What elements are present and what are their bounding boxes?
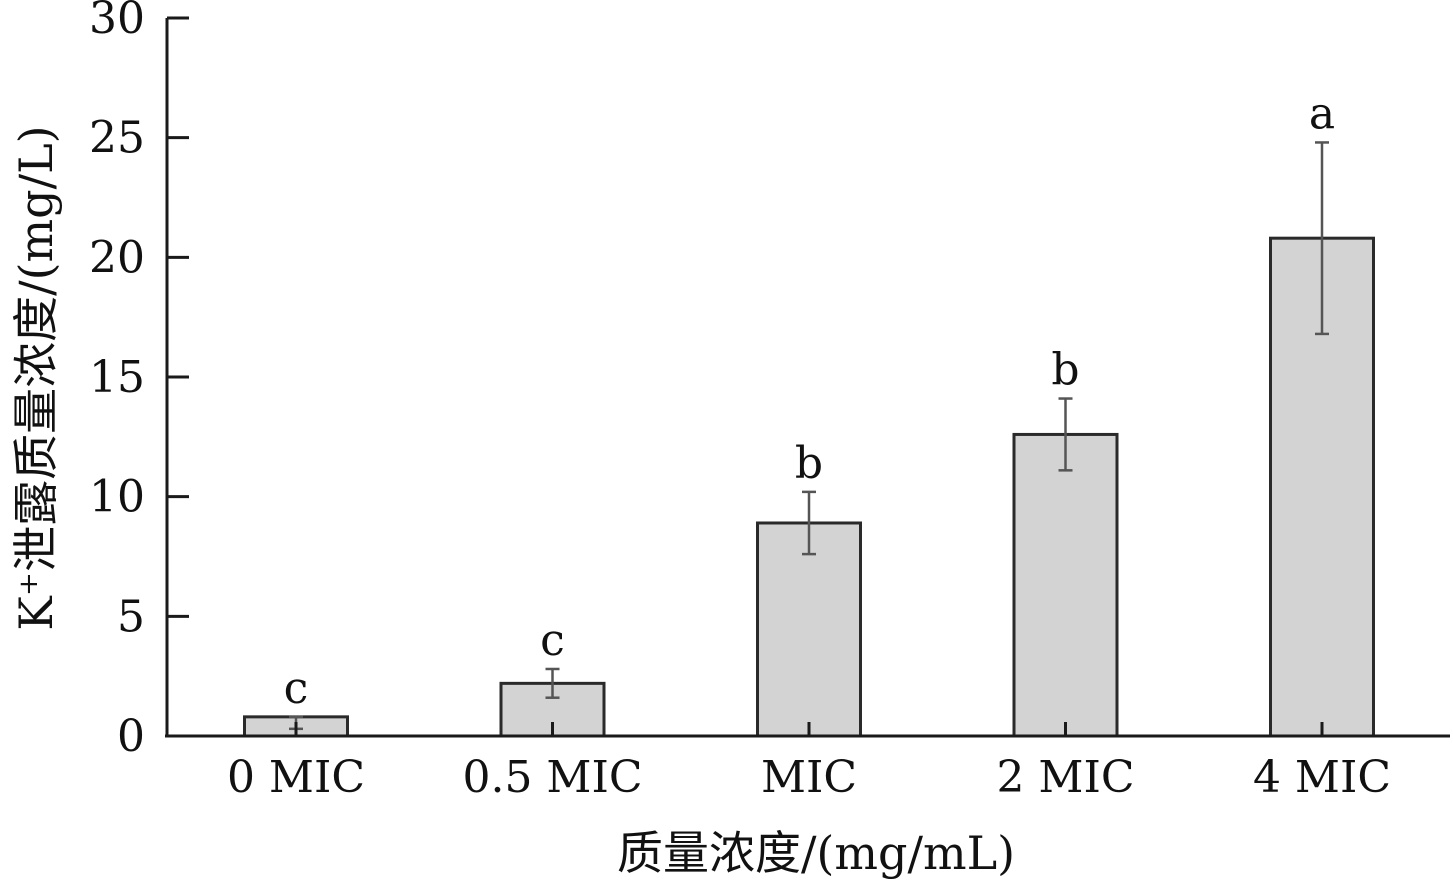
y-ticks-layer: 0 5 10 15 20 25 30 [89,0,189,762]
significance-labels-layer: c c b b a [284,88,1335,713]
x-tick-label: 0 MIC [227,752,365,803]
significance-label: b [1051,345,1079,396]
y-tick-label: 5 [117,591,145,642]
x-tick-label: 0.5 MIC [462,752,642,803]
y-tick-label: 30 [89,0,145,44]
bars-layer [243,236,1375,738]
error-bar [1058,397,1073,472]
y-tick-label: 25 [89,113,145,164]
x-tick-label: 2 MIC [996,752,1134,803]
significance-label: c [540,615,565,666]
y-tick-label: 20 [89,232,145,283]
error-bar [802,490,816,556]
x-tick-label: MIC [761,752,857,803]
significance-label: c [284,663,309,714]
x-ticks-layer: 0 MIC 0.5 MIC MIC 2 MIC 4 MIC [227,722,1391,803]
bar [1012,432,1119,738]
y-tick-label: 10 [89,472,145,523]
x-tick-label: 4 MIC [1253,752,1391,803]
error-bar [545,667,560,699]
error-bar [1315,141,1329,336]
y-axis-title: K⁺泄露质量浓度/(mg/L) [9,125,63,630]
y-tick-label: 0 [117,711,145,762]
significance-label: a [1309,88,1335,139]
significance-label: b [795,438,823,489]
x-axis-title: 质量浓度/(mg/mL) [617,826,1015,880]
y-tick-label: 15 [89,352,145,403]
